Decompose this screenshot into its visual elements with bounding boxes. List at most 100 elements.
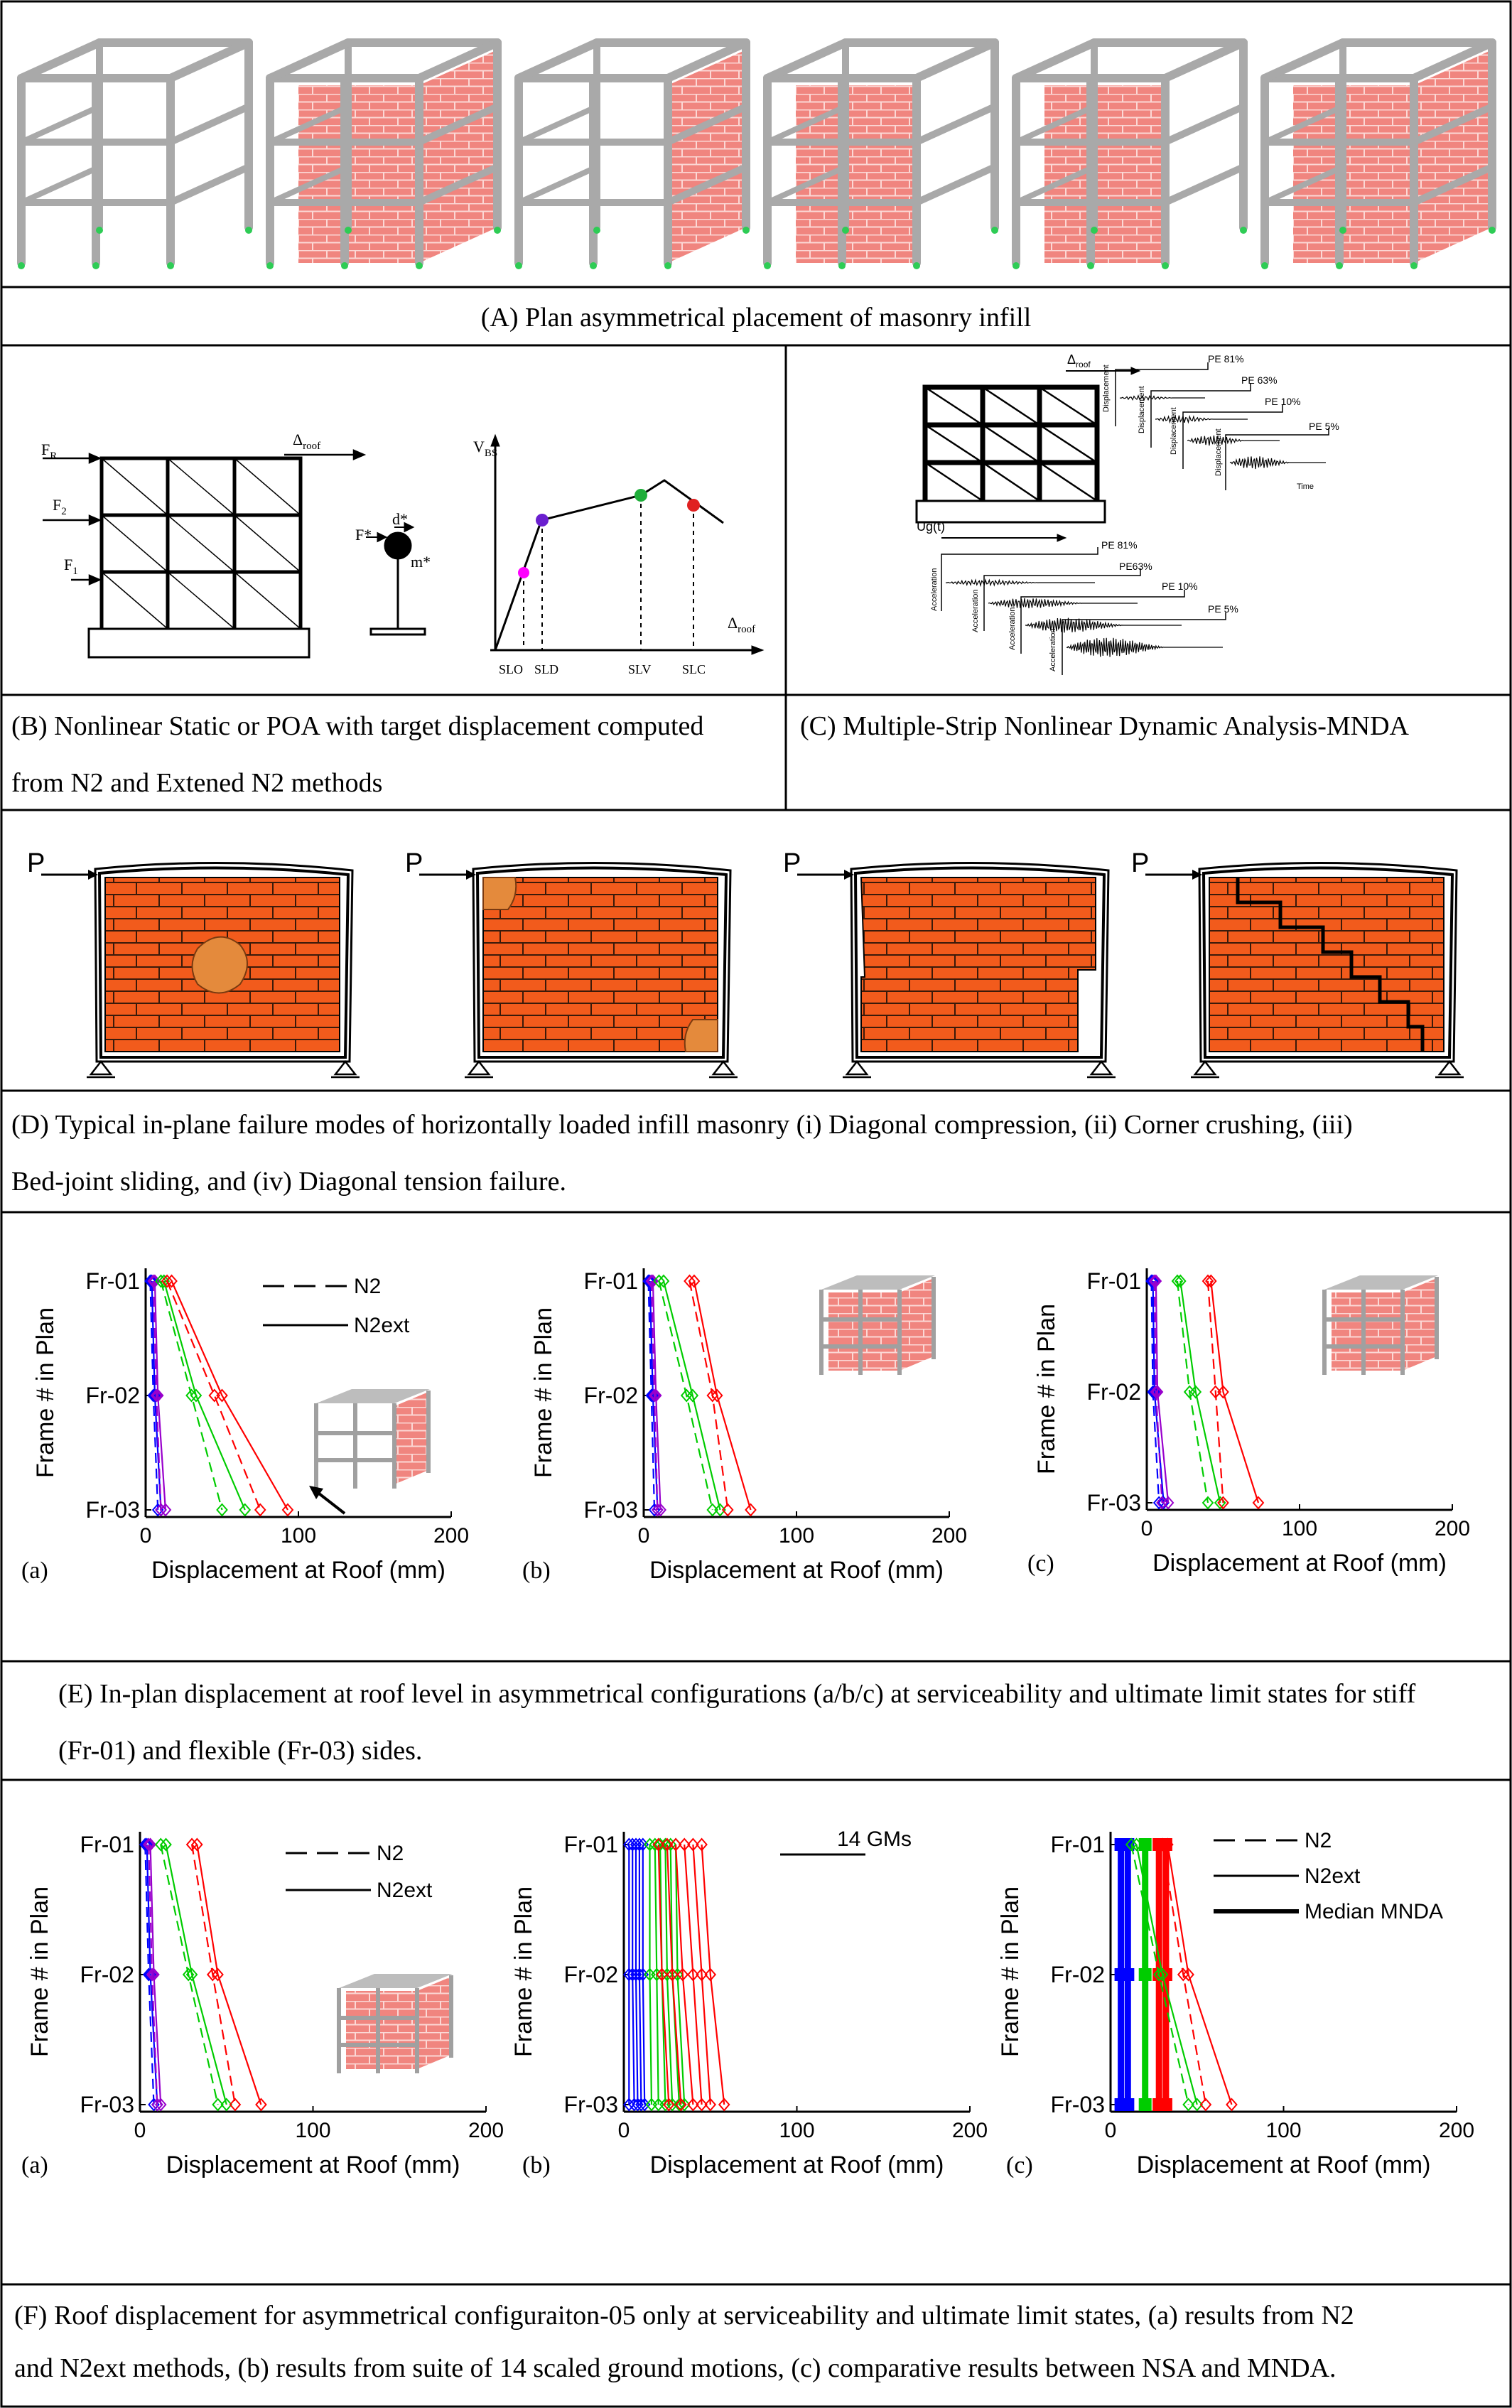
building-thumbnail [314,1389,431,1489]
ls-sld: SLD [534,662,558,676]
data-point [1138,1838,1152,1851]
x-tick-label: 0 [1105,2119,1117,2142]
data-point [147,1274,160,1288]
series-line [652,1280,662,1511]
x-axis-label: Displacement at Roof (mm) [1152,1550,1447,1577]
building-model [514,38,750,269]
data-point [648,1388,661,1403]
y-tick-label: Fr-03 [80,2092,134,2117]
series-line [666,1844,682,2105]
y-axis-label: Frame # in Plan [26,1886,53,2057]
legend-entry: N2 [354,1275,381,1298]
label-vbs: VBS [473,438,497,459]
data-point [686,1388,699,1403]
y-tick-label: Fr-03 [1051,2092,1105,2117]
failure-mode-panel: P [1131,848,1464,1079]
label-fr: FR [41,441,57,462]
data-point [1125,1837,1138,1852]
panel-b-pushover-schematic: FR F2 F1 Δroof F* d* m* VBS Δroof SLO SL… [41,431,765,676]
series-line [153,1280,166,1511]
data-point [1147,1385,1159,1399]
load-label: P [405,848,423,878]
charts-group: 0 100 200 Fr-01 Fr-02 Fr-03 Displacement at Ro… [21,1268,1474,2178]
data-point [216,1388,228,1403]
x-tick-label: 200 [952,2119,988,2142]
label-f2: F2 [53,496,67,517]
data-point [652,1837,665,1852]
caption-f-line2: and N2ext methods, (b) results from suit… [14,2353,1336,2383]
building-thumbnail [337,1974,453,2073]
series-line [1210,1280,1260,1503]
data-point [675,2097,687,2112]
caption-f-line1: (F) Roof displacement for asymmetrical c… [14,2301,1354,2331]
y-tick-label: Fr-01 [1087,1268,1141,1294]
building-model [1012,38,1248,269]
legend-entry: N2ext [377,1879,433,1902]
y-tick-label: Fr-01 [584,1268,638,1294]
data-point [669,1837,682,1852]
series-line [1179,1280,1221,1503]
data-point [1159,2098,1172,2111]
data-point [190,1388,202,1403]
data-point [1130,1837,1143,1852]
y-axis-label: Frame # in Plan [1033,1304,1060,1474]
data-point [239,1503,252,1517]
y-tick-label: Fr-03 [564,2092,618,2117]
series-line [692,1844,711,2105]
sub-panel-label: (b) [522,2152,551,2178]
pe-disp-0: PE 81% [1208,353,1244,365]
chart-F-b: 0 100 200 Fr-01 Fr-02 Fr-03 Displacement at Ro… [510,1827,988,2178]
data-point [1191,2097,1204,2112]
series-line [701,1844,725,2105]
caption-d-line2: Bed-joint sliding, and (iv) Diagonal ten… [11,1167,566,1197]
y-tick-label: Fr-02 [1051,1962,1105,1987]
data-point [645,1274,658,1288]
building-thumbnail [1322,1275,1439,1375]
y-tick-label: Fr-01 [1051,1832,1105,1857]
series-line [658,1280,713,1511]
caption-e-line1: (E) In-plan displacement at roof level i… [58,1679,1416,1709]
data-point [229,2097,242,2112]
data-point [154,2097,167,2112]
panel-c-mnda-schematic: Δroof Ug(t) PE 81% PE 63% PE 10% PE 5% P… [915,352,1339,675]
data-point [1150,1385,1162,1399]
series-line [146,1844,158,2105]
x-axis-label: Displacement at Roof (mm) [166,2151,460,2178]
label-droof-axis: Δroof [728,614,755,635]
data-point [220,2097,233,2112]
data-point [1138,2098,1152,2111]
x-tick-label: 100 [1265,2119,1301,2142]
data-point [1199,2097,1212,2112]
data-point [657,1274,670,1288]
pe-disp-1: PE 63% [1241,374,1278,386]
y-axis-label: Frame # in Plan [32,1307,59,1478]
data-point [146,1967,158,1982]
data-point [650,1967,663,1982]
data-point [1148,1274,1161,1288]
caption-d-line1: (D) Typical in-plane failure modes of ho… [11,1110,1353,1140]
data-point [166,1274,178,1288]
data-point [1156,1837,1169,1852]
data-point [1121,1838,1135,1851]
sub-panel-label: (a) [21,2152,48,2178]
data-point [254,1503,266,1517]
data-point [1157,1496,1170,1510]
label-fstar: F* [355,526,372,544]
y-tick-label: Fr-01 [564,1832,618,1857]
data-point [1177,1967,1189,1982]
acc-ylabel-0: Acceleration [930,568,939,611]
pe-acc-2: PE 10% [1162,581,1198,592]
ls-slo: SLO [499,662,523,676]
label-f1: F1 [64,556,78,577]
series-line [674,1844,694,2105]
data-point [216,1503,228,1517]
failure-mode-panel: P [27,848,360,1079]
x-tick-label: 200 [932,1524,967,1548]
chart-F-c: 0 100 200 Fr-01 Fr-02 Fr-03 Displacement at Ro… [997,1829,1474,2178]
data-point [1162,1837,1174,1852]
caption-a: (A) Plan asymmetrical placement of mason… [480,303,1032,333]
load-label: P [27,848,45,878]
ls-slv: SLV [628,662,651,676]
